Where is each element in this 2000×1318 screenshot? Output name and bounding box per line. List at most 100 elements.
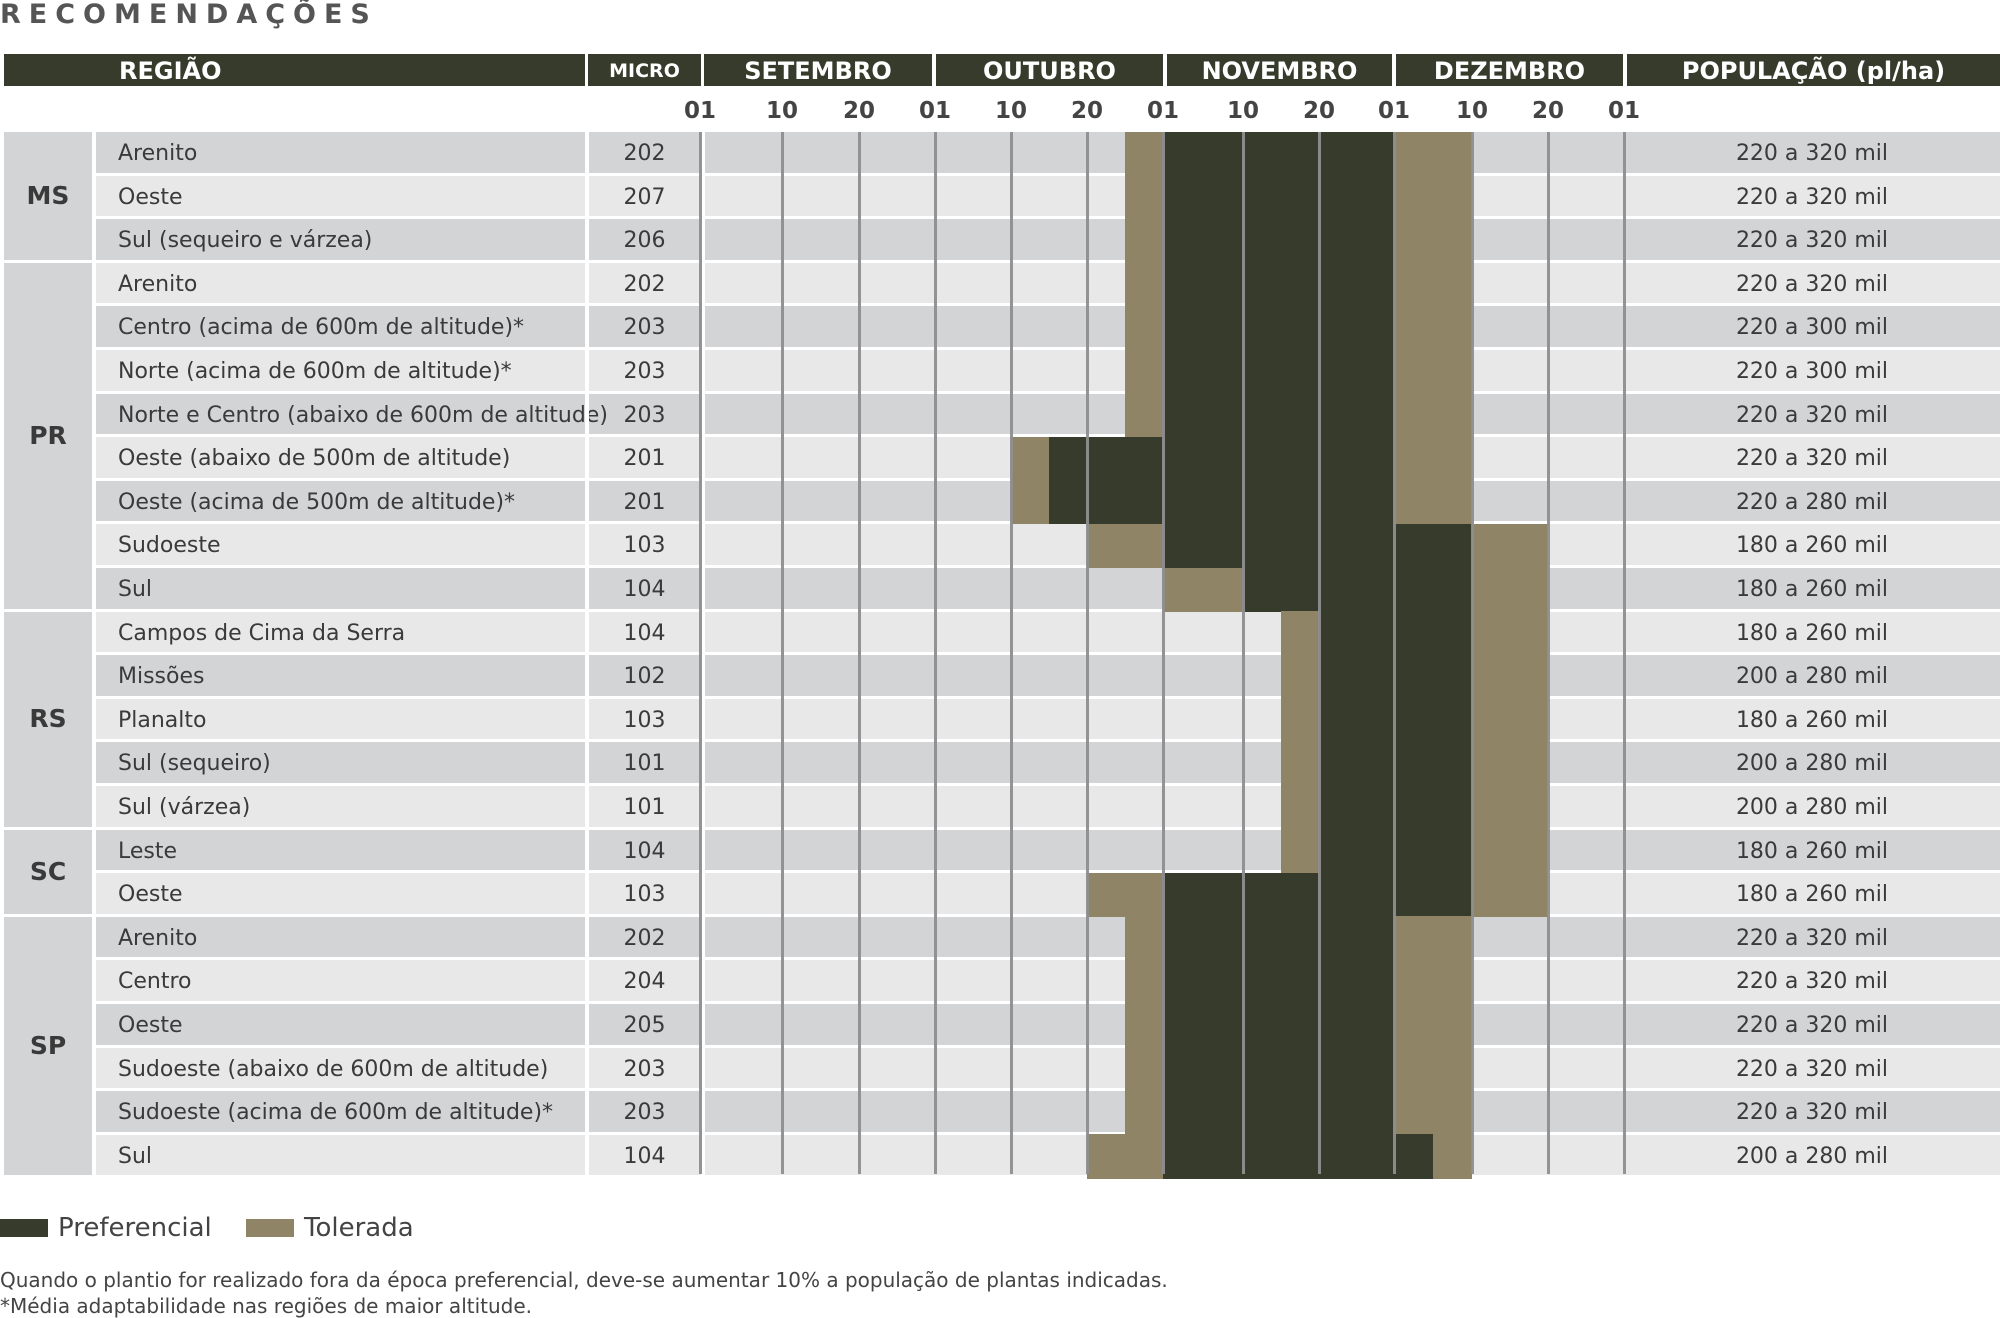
- row-name: Planalto: [118, 707, 207, 733]
- row-population: 180 a 260 mil: [1735, 707, 1889, 733]
- day-tick: 10: [765, 98, 799, 124]
- row-population: 220 a 320 mil: [1735, 271, 1889, 297]
- grid-line: [1393, 132, 1396, 1174]
- row-name: Oeste: [118, 882, 183, 908]
- region-label: MS: [26, 180, 70, 210]
- grid-line: [1547, 132, 1550, 1174]
- row-micro: 205: [623, 1013, 666, 1038]
- bar-preferencial: [1163, 1134, 1433, 1179]
- row-name: Oeste (abaixo de 500m de altitude): [118, 446, 511, 472]
- region-label: SC: [29, 856, 67, 886]
- row-micro: 101: [623, 795, 666, 820]
- grid-line: [1086, 132, 1089, 1174]
- bar-tolerada: [1472, 654, 1548, 700]
- row-population: 180 a 260 mil: [1735, 577, 1889, 602]
- table-row: [96, 568, 2000, 609]
- row-name: Oeste (acima de 500m de altitude)*: [118, 489, 516, 515]
- row-micro: 203: [623, 1100, 666, 1126]
- bar-preferencial: [1163, 959, 1394, 1005]
- region-cell: [4, 829, 92, 914]
- bar-tolerada: [1394, 349, 1472, 395]
- row-name: Sudoeste (acima de 600m de altitude)*: [118, 1100, 554, 1126]
- bar-preferencial: [1163, 393, 1394, 438]
- row-population: 200 a 280 mil: [1735, 795, 1889, 820]
- row-name: Centro: [118, 969, 192, 995]
- day-tick: 10: [1455, 98, 1489, 124]
- table-row: [96, 524, 2000, 565]
- row-name: Oeste: [118, 1013, 183, 1038]
- grid-line: [1162, 132, 1165, 1174]
- table-row: [96, 1091, 2000, 1132]
- row-population: 220 a 320 mil: [1735, 925, 1889, 951]
- bar-tolerada: [1472, 829, 1548, 874]
- bar-tolerada: [1394, 218, 1472, 264]
- day-tick: 01: [683, 98, 717, 124]
- bar-preferencial: [1163, 872, 1472, 918]
- row-name: Centro (acima de 600m de altitude)*: [118, 315, 525, 341]
- row-micro: 203: [623, 359, 666, 384]
- bar-tolerada: [1011, 480, 1049, 525]
- header-regiao: REGIÃO: [4, 54, 585, 86]
- bar-tolerada: [1087, 523, 1163, 569]
- grid-line: [1242, 132, 1245, 1174]
- row-population: 220 a 320 mil: [1735, 1013, 1889, 1038]
- bar-tolerada: [1472, 741, 1548, 787]
- bar-preferencial: [1163, 916, 1394, 961]
- bar-tolerada: [1394, 305, 1472, 351]
- bar-tolerada: [1281, 741, 1319, 787]
- day-tick: 20: [1070, 98, 1104, 124]
- row-name: Arenito: [118, 141, 198, 166]
- grid-line: [858, 132, 861, 1174]
- table-row: [96, 262, 2000, 304]
- bar-tolerada: [1281, 611, 1319, 656]
- bar-tolerada: [1394, 175, 1472, 220]
- table-row: [96, 611, 2000, 653]
- bar-preferencial: [1163, 349, 1394, 395]
- page-title: RECOMENDAÇÕES: [0, 0, 378, 30]
- bar-tolerada: [1125, 916, 1163, 961]
- row-name: Norte (acima de 600m de altitude)*: [118, 359, 512, 384]
- bar-tolerada: [1394, 262, 1472, 307]
- bar-preferencial: [1243, 567, 1472, 613]
- row-name: Missões: [118, 664, 205, 690]
- legend-label-tolerada: Tolerada: [304, 1213, 414, 1243]
- bar-tolerada: [1125, 1003, 1163, 1049]
- bar-tolerada: [1281, 785, 1319, 831]
- day-tick: 20: [842, 98, 876, 124]
- table-row: [96, 829, 2000, 871]
- footnote-population: Quando o plantio for realizado fora da é…: [0, 1268, 1168, 1292]
- bar-tolerada: [1394, 131, 1472, 177]
- row-population: 200 a 280 mil: [1735, 751, 1889, 777]
- row-name: Norte e Centro (abaixo de 600m de altitu…: [118, 402, 608, 428]
- region-cell: [4, 132, 92, 260]
- legend-swatch-tolerada: [246, 1219, 294, 1237]
- day-tick: 01: [1607, 98, 1641, 124]
- bar-preferencial: [1163, 1003, 1394, 1049]
- row-micro: 102: [623, 664, 666, 690]
- row-micro: 202: [623, 271, 666, 297]
- bar-tolerada: [1087, 1134, 1163, 1179]
- footnote-altitude: *Média adaptabilidade nas regiões de mai…: [0, 1294, 533, 1318]
- row-population: 200 a 280 mil: [1735, 664, 1889, 690]
- table-row: [96, 1004, 2000, 1045]
- table-row: [96, 742, 2000, 783]
- row-micro: 207: [623, 184, 666, 210]
- table-row: [96, 219, 2000, 260]
- row-population: 220 a 320 mil: [1735, 402, 1889, 428]
- bar-preferencial: [1163, 523, 1472, 569]
- bar-tolerada: [1281, 654, 1319, 700]
- row-micro: 104: [623, 1143, 666, 1169]
- row-population: 220 a 300 mil: [1735, 315, 1889, 341]
- row-micro: 203: [623, 315, 666, 341]
- table-row: [96, 873, 2000, 914]
- row-micro: 201: [623, 489, 666, 515]
- bar-tolerada: [1125, 218, 1163, 264]
- day-tick: 10: [994, 98, 1028, 124]
- bar-tolerada: [1125, 175, 1163, 220]
- header-novembro: NOVEMBRO: [1167, 54, 1392, 86]
- grid-line: [699, 132, 702, 1174]
- table-row: [96, 698, 2000, 740]
- column-divider: [92, 132, 96, 1179]
- day-tick: 20: [1531, 98, 1565, 124]
- bar-tolerada: [1281, 829, 1319, 874]
